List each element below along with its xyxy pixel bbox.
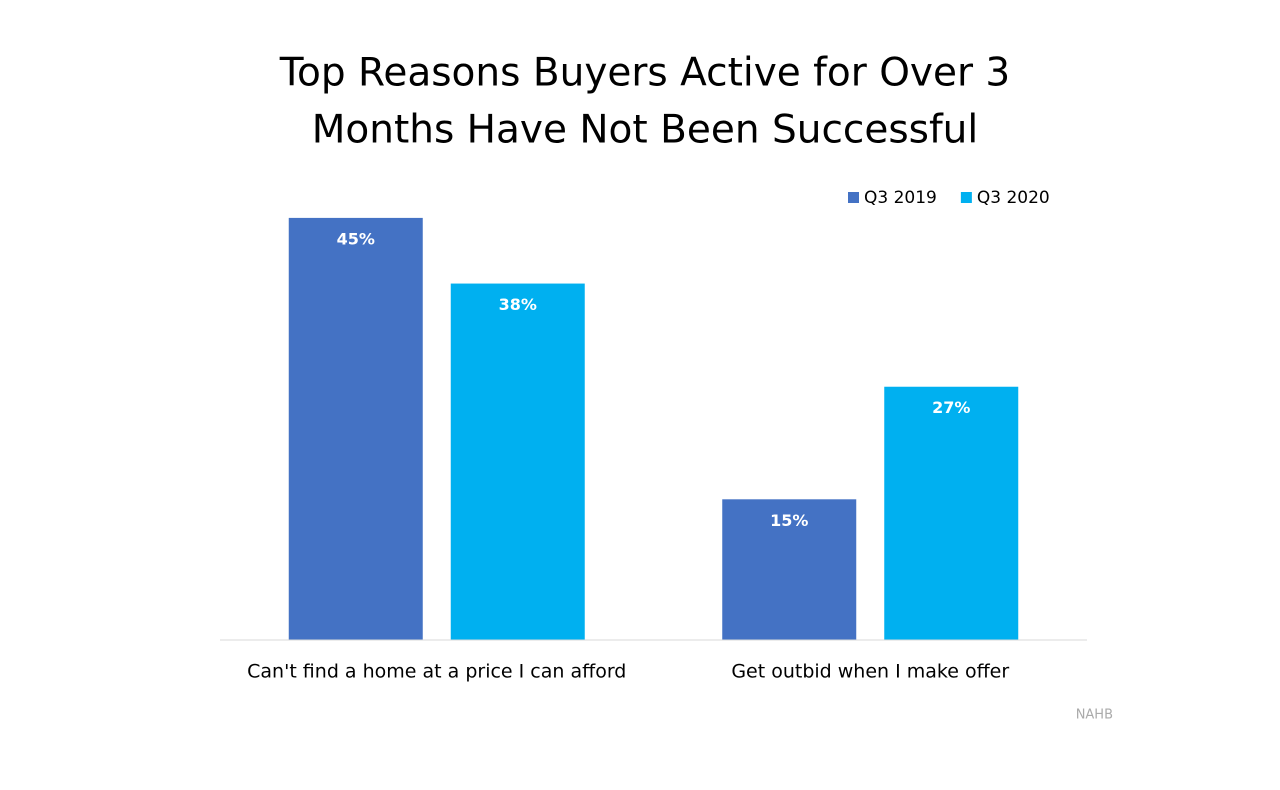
chart-title: Top Reasons Buyers Active for Over 3 — [279, 51, 1010, 96]
bar — [884, 386, 1019, 640]
bar — [450, 283, 585, 640]
data-label: 27% — [932, 398, 970, 417]
legend-label: Q3 2019 — [864, 188, 937, 208]
x-tick-label: Get outbid when I make offer — [731, 661, 1009, 683]
legend-swatch — [960, 192, 972, 203]
legend-label: Q3 2020 — [977, 188, 1050, 208]
chart-title: Months Have Not Been Successful — [312, 108, 979, 153]
data-label: 45% — [337, 229, 375, 248]
x-tick-label: Can't find a home at a price I can affor… — [247, 661, 626, 683]
data-label: 15% — [770, 511, 808, 530]
source: NAHB — [1076, 708, 1113, 723]
legend-swatch — [848, 192, 859, 203]
bar — [722, 499, 857, 640]
data-label: 38% — [499, 295, 537, 314]
bar — [288, 217, 423, 640]
